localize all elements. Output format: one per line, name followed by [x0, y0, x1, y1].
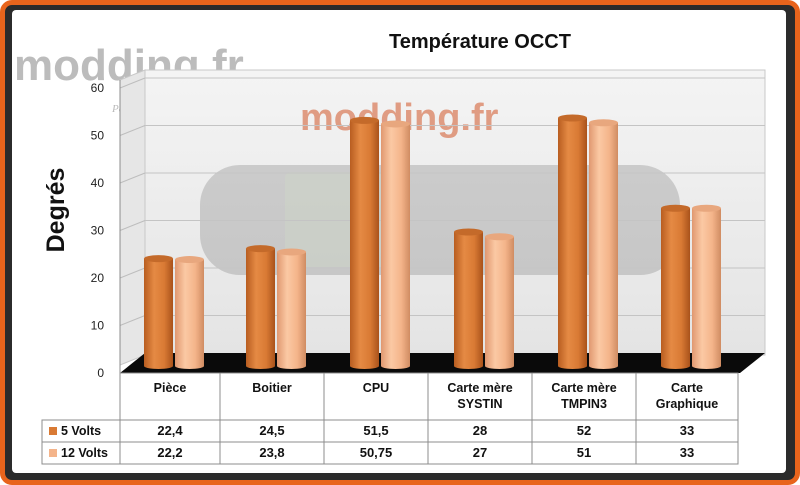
y-tick-label: 30	[91, 224, 105, 238]
data-value-label: 52	[577, 423, 591, 438]
gridline-side	[119, 315, 146, 326]
chart-title: Température OCCT	[389, 31, 571, 53]
y-tick-label: 20	[91, 271, 105, 285]
category-label: CPU	[363, 381, 389, 395]
bar-5v	[661, 204, 690, 369]
bar-5v	[350, 116, 379, 369]
gridline-side	[119, 172, 146, 184]
bar-12v	[589, 119, 618, 369]
bar-5v	[558, 114, 587, 369]
bar-12v	[485, 233, 514, 369]
category-label: Boitier	[252, 381, 292, 395]
category-label: SYSTIN	[457, 397, 502, 411]
data-value-label: 22,2	[157, 445, 182, 460]
data-table: Pièce Boitier CPU Carte mère SYSTIN Carte mèr…	[41, 372, 739, 465]
legend-label: 12 Volts	[61, 446, 108, 460]
bar-5v	[144, 255, 173, 369]
gridline-side	[119, 220, 146, 231]
y-tick-label: 10	[91, 319, 105, 333]
y-axis-label: Degrés	[42, 168, 70, 253]
data-value-label: 24,5	[259, 423, 284, 438]
data-value-label: 23,8	[259, 445, 284, 460]
data-value-label: 27	[473, 445, 487, 460]
category-label: Carte mère	[447, 381, 512, 395]
data-value-label: 22,4	[157, 423, 183, 438]
y-tick-label: 50	[91, 129, 105, 143]
bar-12v	[692, 204, 721, 369]
gridline-side	[119, 125, 146, 136]
gridline-side	[119, 77, 146, 89]
data-value-label: 33	[680, 445, 694, 460]
y-tick-label: 40	[91, 176, 105, 190]
data-value-label: 51,5	[363, 423, 388, 438]
legend-swatch	[49, 427, 57, 435]
gridline-side	[119, 267, 146, 279]
data-value-label: 33	[680, 423, 694, 438]
bar-5v	[454, 228, 483, 369]
data-value-label: 51	[577, 445, 591, 460]
data-value-label: 28	[473, 423, 487, 438]
bar-12v	[277, 248, 306, 369]
category-label: Carte	[671, 381, 703, 395]
category-label: Pièce	[154, 381, 187, 395]
legend-swatch	[49, 449, 57, 457]
category-label: TMPIN3	[561, 397, 607, 411]
bars	[144, 114, 721, 369]
table-body	[119, 372, 739, 465]
bar-5v	[246, 245, 275, 369]
bar-12v	[175, 256, 204, 369]
bar-12v	[381, 120, 410, 369]
y-tick-label: 60	[91, 81, 105, 95]
category-label: Carte mère	[551, 381, 616, 395]
y-ticks: 0 10 20 30 40 50 60	[91, 80, 121, 380]
legend-label: 5 Volts	[61, 424, 101, 438]
y-tick-label: 0	[97, 366, 104, 380]
data-value-label: 50,75	[360, 445, 393, 460]
category-label: Graphique	[656, 397, 719, 411]
